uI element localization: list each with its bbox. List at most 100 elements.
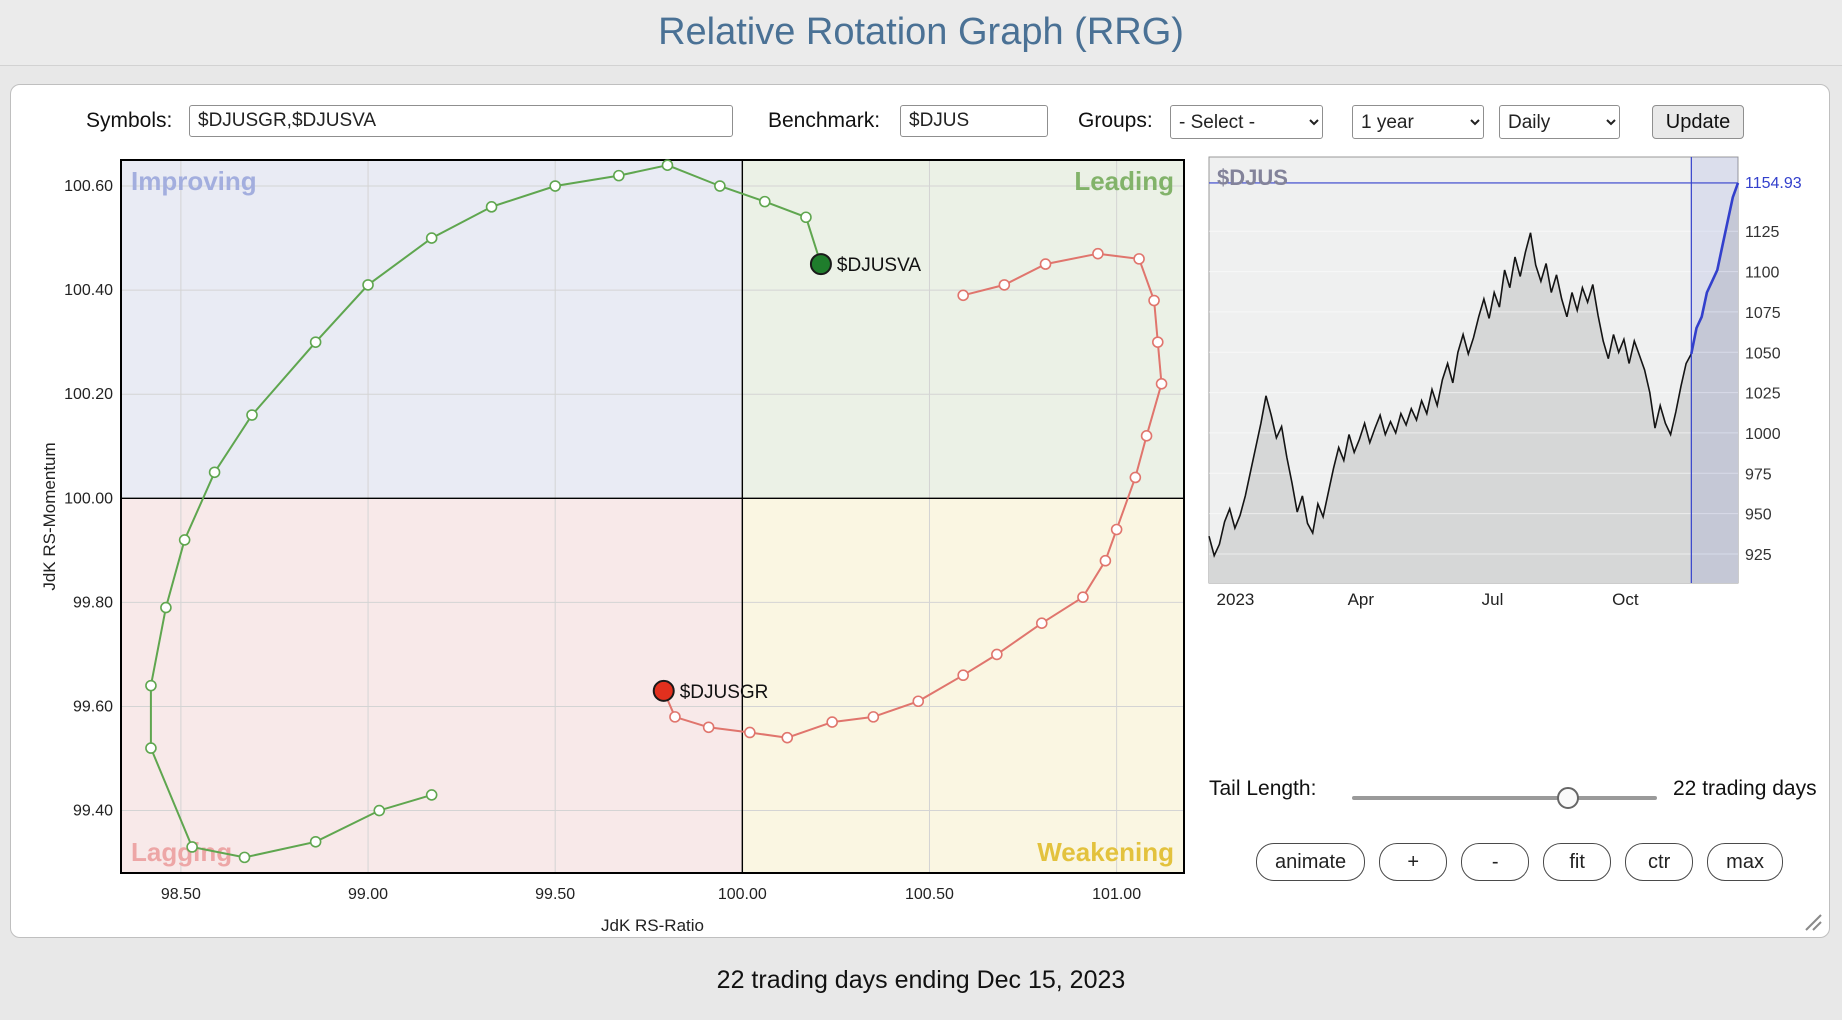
- price-y-tick-label: 925: [1745, 547, 1772, 564]
- symbols-label: Symbols:: [86, 109, 173, 132]
- rrg-chart[interactable]: 98.50 99.00 99.50 100.00 100.50 101.00 99.40 99…: [41, 145, 1241, 945]
- tail-length-label: Tail Length:: [1209, 777, 1317, 800]
- tail-length-slider[interactable]: [1352, 787, 1657, 809]
- fit-button[interactable]: fit: [1543, 843, 1612, 881]
- rrg-tail-marker: [1035, 617, 1048, 629]
- rrg-tail-marker: [1077, 591, 1089, 603]
- rrg-tail-marker: [661, 159, 674, 172]
- rrg-tail-marker: [1110, 523, 1123, 536]
- rrg-x-tick-label: 98.50: [161, 886, 201, 903]
- rrg-y-tick-label: 99.40: [73, 803, 113, 820]
- rrg-tail-marker: [613, 169, 625, 182]
- rrg-tail-marker: [145, 679, 157, 692]
- rrg-tail-marker: [485, 201, 498, 213]
- rrg-tail-$DJUSVA: [149, 164, 822, 859]
- ctr-button[interactable]: ctr: [1625, 843, 1694, 881]
- rrg-tail-marker: [238, 851, 251, 864]
- rrg-y-tick-label: 99.60: [73, 698, 113, 715]
- resize-grip-icon: [1805, 914, 1822, 931]
- rrg-y-axis-title: JdK RS-Momentum: [41, 442, 59, 590]
- rrg-x-tick-label: 101.00: [1092, 886, 1141, 903]
- price-y-tick-label: 975: [1745, 466, 1772, 483]
- price-x-tick-label: Jul: [1482, 590, 1504, 609]
- rrg-tail-marker: [826, 716, 838, 728]
- rrg-tail-marker: [425, 232, 438, 244]
- rrg-tail-marker: [1039, 258, 1052, 270]
- rrg-y-tick-label: 100.60: [64, 178, 113, 195]
- rrg-tail-$DJUSGR: [662, 252, 1163, 739]
- rrg-tail-marker: [160, 601, 172, 614]
- rrg-tail-marker: [781, 731, 794, 744]
- price-x-tick-label: Oct: [1612, 590, 1639, 609]
- price-y-tick-label: 1000: [1745, 426, 1781, 443]
- rrg-quadrant-improving: [121, 160, 743, 499]
- rrg-dot-$DJUSGR: [652, 679, 675, 702]
- rrg-tail-marker: [309, 835, 322, 848]
- price-symbol-label: $DJUS: [1217, 165, 1288, 190]
- price-last-price-label: 1154.93: [1745, 175, 1802, 192]
- rrg-tail-marker: [702, 721, 715, 734]
- price-line-tail: [1690, 182, 1740, 355]
- rrg-tail-marker: [145, 742, 157, 754]
- quadrant-label-weakening: Weakening: [1037, 837, 1174, 867]
- rrg-x-tick-label: 100.00: [718, 886, 767, 903]
- price-x-tick-label: Apr: [1348, 590, 1375, 609]
- rrg-tail-marker: [957, 289, 969, 302]
- rrg-tail-marker: [246, 409, 258, 421]
- rrg-tail-marker: [208, 466, 221, 479]
- rrg-tail-marker: [1099, 554, 1112, 567]
- price-y-tick-label: 1025: [1745, 386, 1781, 403]
- rrg-tail-marker: [425, 789, 438, 801]
- rrg-tail-marker: [373, 804, 386, 817]
- rrg-tail-marker: [912, 695, 925, 708]
- benchmark-price-chart[interactable]: 1125 1100 1075 1050 1025 1000 975 950 925 2023 Apr…: [1191, 145, 1831, 625]
- rrg-frame: [120, 159, 1185, 874]
- rrg-tail-marker: [178, 534, 191, 546]
- rrg-tail-marker: [867, 711, 880, 723]
- rrg-tail-marker: [714, 180, 726, 192]
- rrg-y-tick-label: 99.80: [73, 594, 113, 611]
- symbols-input[interactable]: [189, 105, 733, 137]
- rrg-tail-marker: [998, 279, 1011, 291]
- rrg-y-tick-label: 100.20: [64, 386, 113, 403]
- range-select[interactable]: 1 year: [1352, 105, 1484, 139]
- rrg-x-tick-label: 99.00: [348, 886, 388, 903]
- quadrant-label-leading: Leading: [1074, 166, 1174, 196]
- benchmark-input[interactable]: [900, 105, 1048, 137]
- zoom-out-button[interactable]: -: [1461, 843, 1530, 881]
- price-tail-band: [1691, 157, 1738, 583]
- groups-select[interactable]: - Select -: [1170, 105, 1323, 139]
- benchmark-label: Benchmark:: [768, 109, 881, 132]
- zoom-in-button[interactable]: +: [1379, 843, 1448, 881]
- price-area-fill: [1209, 182, 1738, 583]
- rrg-dot-label-$DJUSVA: $DJUSVA: [837, 255, 921, 276]
- rrg-tail-marker: [1155, 377, 1168, 390]
- price-y-tick-label: 950: [1745, 507, 1772, 524]
- groups-label: Groups:: [1078, 109, 1153, 132]
- rrg-tail-marker: [1140, 430, 1153, 442]
- rrg-tail-marker: [1148, 294, 1160, 307]
- rrg-y-tick-label: 100.40: [64, 282, 113, 299]
- price-y-tick-label: 1050: [1745, 345, 1781, 362]
- chart-buttons-row: animate + - fit ctr max: [1256, 843, 1783, 881]
- rrg-tail-marker: [309, 336, 322, 348]
- price-line: [1208, 232, 1693, 558]
- footer-caption: 22 trading days ending Dec 15, 2023: [716, 966, 1126, 994]
- quadrant-label-improving: Improving: [131, 166, 257, 196]
- rrg-tail-marker: [1092, 247, 1104, 260]
- resize-handle[interactable]: [1802, 911, 1822, 931]
- rrg-tail-marker: [549, 180, 561, 192]
- rrg-x-tick-label: 99.50: [535, 886, 575, 903]
- price-y-tick-label: 1125: [1745, 224, 1780, 241]
- max-button[interactable]: max: [1707, 843, 1783, 881]
- rrg-tail-marker: [1151, 336, 1164, 348]
- main-panel: Symbols: Benchmark: Groups: - Select - 1…: [10, 84, 1830, 938]
- rrg-tail-marker: [669, 711, 681, 723]
- animate-button[interactable]: animate: [1256, 843, 1366, 881]
- rrg-dot-label-$DJUSGR: $DJUSGR: [680, 682, 769, 703]
- rrg-x-tick-label: 100.50: [905, 886, 954, 903]
- update-button[interactable]: Update: [1652, 105, 1744, 139]
- rrg-tail-marker: [1133, 253, 1145, 265]
- frequency-select[interactable]: Daily: [1499, 105, 1620, 139]
- price-y-tick-label: 1100: [1745, 265, 1780, 282]
